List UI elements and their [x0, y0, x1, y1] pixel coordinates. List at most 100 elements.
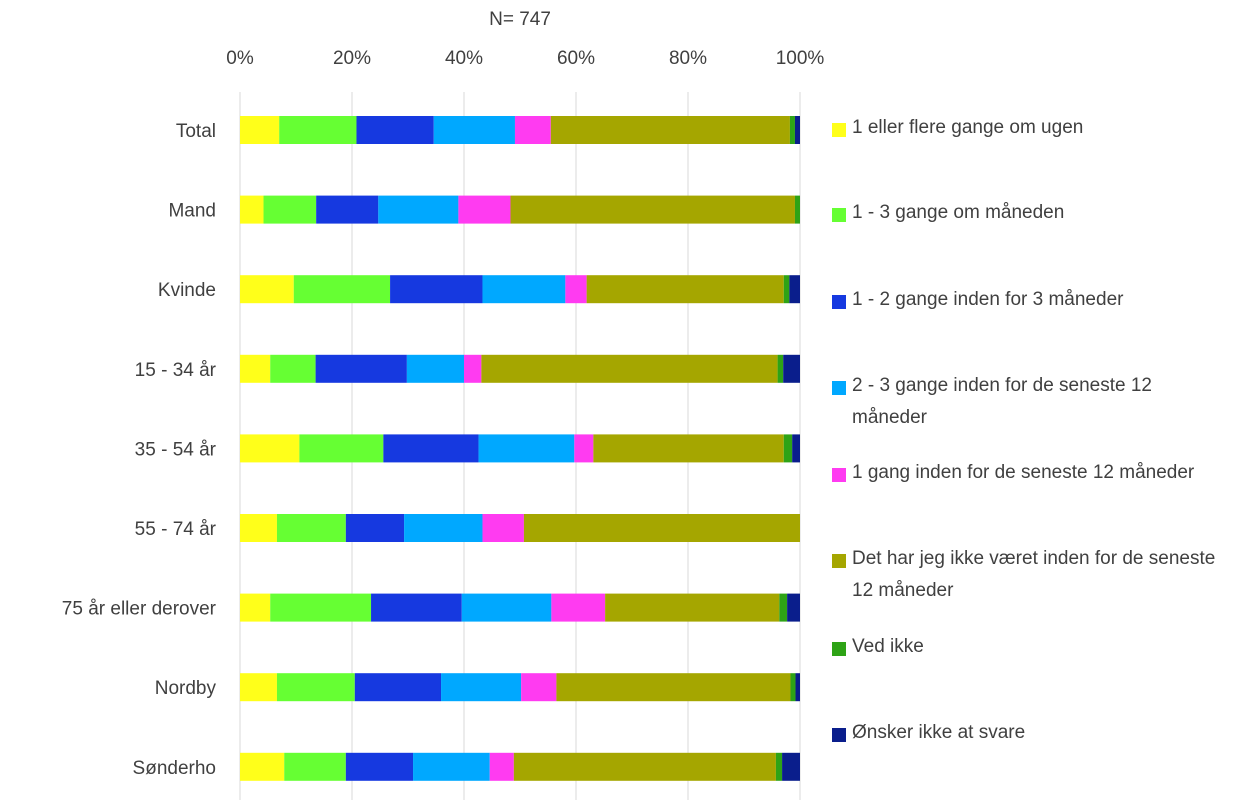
bar-segment [299, 434, 384, 463]
bar-segment [441, 673, 522, 702]
bar-segment [240, 195, 264, 224]
legend-item: 2 - 3 gange inden for de seneste 12 måne… [832, 375, 1232, 434]
bar-segment [489, 752, 514, 781]
legend-item: Ved ikke [832, 636, 1232, 663]
bar-segment [789, 275, 800, 304]
bar-segment [521, 673, 557, 702]
bar-segment [510, 195, 795, 224]
bar-segment [783, 434, 793, 463]
bar-segment [523, 514, 800, 542]
bar-segment [795, 673, 800, 702]
bar-segment [593, 434, 784, 463]
bar-segment [240, 752, 285, 781]
bar-segment [792, 434, 800, 463]
bar-segment [263, 195, 317, 224]
legend-label: 1 - 3 gange om måneden [852, 202, 1065, 223]
legend-label: Ønsker ikke at svare [852, 722, 1026, 743]
bar-segment [390, 275, 483, 304]
bar-segment [779, 593, 788, 622]
bar-segment [356, 116, 434, 144]
bar-segment [783, 275, 790, 304]
bar-segment [551, 593, 606, 622]
bar-segment [371, 593, 462, 622]
bar-segment [482, 275, 566, 304]
bar-segment [461, 593, 552, 622]
legend-swatch [832, 642, 846, 656]
legend-item: Det har jeg ikke været inden for de sene… [832, 548, 1232, 607]
bar-segment [276, 673, 355, 702]
bar-segment [794, 195, 800, 224]
legend-label: 1 eller flere gange om ugen [852, 117, 1084, 138]
bar-segment [433, 116, 515, 144]
bar-segment [354, 673, 442, 702]
bar-segment [513, 752, 776, 781]
bar-segment [550, 116, 790, 144]
x-tick-label: 60% [557, 48, 595, 69]
legend-label: 2 - 3 gange inden for de seneste 12 måne… [852, 375, 1153, 428]
bar-segment [565, 275, 587, 304]
category-label: Kvinde [158, 280, 216, 301]
bars [240, 116, 800, 781]
bar-segment [406, 354, 464, 383]
bar-segment [240, 354, 271, 383]
bar-segment [787, 593, 800, 622]
legend-swatch [832, 381, 846, 395]
bar-segment [284, 752, 346, 781]
legend-item: 1 gang inden for de seneste 12 måneder [832, 462, 1232, 489]
legend-swatch [832, 123, 846, 137]
legend-swatch [832, 208, 846, 222]
category-labels: Total Mand Kvinde 15 - 34 år 35 - 54 år 55 - … [62, 121, 217, 779]
bar-segment [775, 752, 783, 781]
legend-swatch [832, 295, 846, 309]
bar-segment [605, 593, 780, 622]
legend: 1 eller flere gange om ugen 1 - 3 gange o… [832, 0, 1232, 801]
legend-label: 1 - 2 gange inden for 3 måneder [852, 289, 1124, 310]
x-tick-label: 80% [669, 48, 707, 69]
bar-segment [240, 673, 277, 702]
legend-swatch [832, 554, 846, 568]
legend-label: Det har jeg ikke været inden for de sene… [852, 548, 1216, 601]
bar-segment [586, 275, 784, 304]
x-tick-label: 0% [226, 48, 254, 69]
bar-segment [556, 673, 791, 702]
bar-segment [789, 116, 795, 144]
bar-segment [574, 434, 594, 463]
bar-segment [270, 354, 316, 383]
bar-segment [783, 354, 800, 383]
bar-segment [240, 275, 294, 304]
bar-segment [777, 354, 784, 383]
bar-segment [464, 354, 482, 383]
bar-segment [240, 116, 280, 144]
bar-segment [458, 195, 511, 224]
bar-segment [782, 752, 800, 781]
bar-segment [345, 752, 414, 781]
bar-segment [270, 593, 372, 622]
bar-segment [478, 434, 575, 463]
x-tick-label: 100% [776, 48, 825, 69]
bar-segment [240, 514, 277, 542]
bar-segment [345, 514, 405, 542]
legend-label: 1 gang inden for de seneste 12 måneder [852, 462, 1195, 483]
bar-segment [279, 116, 357, 144]
bar-segment [315, 354, 407, 383]
category-label: 15 - 34 år [135, 360, 217, 381]
bar-segment [316, 195, 379, 224]
category-label: Sønderho [133, 758, 216, 779]
bar-segment [276, 514, 346, 542]
bar-segment [514, 116, 551, 144]
bar-segment [413, 752, 490, 781]
legend-item: 1 - 2 gange inden for 3 måneder [832, 289, 1232, 316]
bar-segment [293, 275, 391, 304]
category-label: 35 - 54 år [135, 439, 217, 460]
bar-segment [378, 195, 459, 224]
bar-segment [240, 434, 300, 463]
legend-item: 1 - 3 gange om måneden [832, 202, 1232, 229]
x-tick-label: 20% [333, 48, 371, 69]
category-label: Total [176, 121, 216, 142]
category-label: Nordby [155, 678, 217, 699]
bar-segment [240, 593, 271, 622]
category-label: 75 år eller derover [62, 599, 217, 620]
legend-label: Ved ikke [852, 636, 924, 657]
category-label: 55 - 74 år [135, 519, 217, 540]
